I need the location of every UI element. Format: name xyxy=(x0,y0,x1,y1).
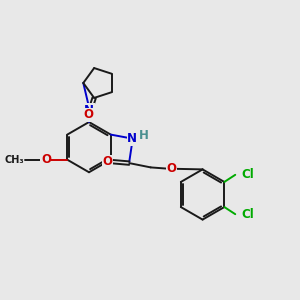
Text: N: N xyxy=(127,132,137,146)
Text: H: H xyxy=(138,129,148,142)
Text: O: O xyxy=(166,162,176,175)
Text: O: O xyxy=(84,109,94,122)
Text: Cl: Cl xyxy=(241,208,254,221)
Text: O: O xyxy=(103,155,112,168)
Text: O: O xyxy=(41,153,51,166)
Text: N: N xyxy=(84,103,94,117)
Text: Cl: Cl xyxy=(241,168,254,181)
Text: CH₃: CH₃ xyxy=(4,155,24,165)
